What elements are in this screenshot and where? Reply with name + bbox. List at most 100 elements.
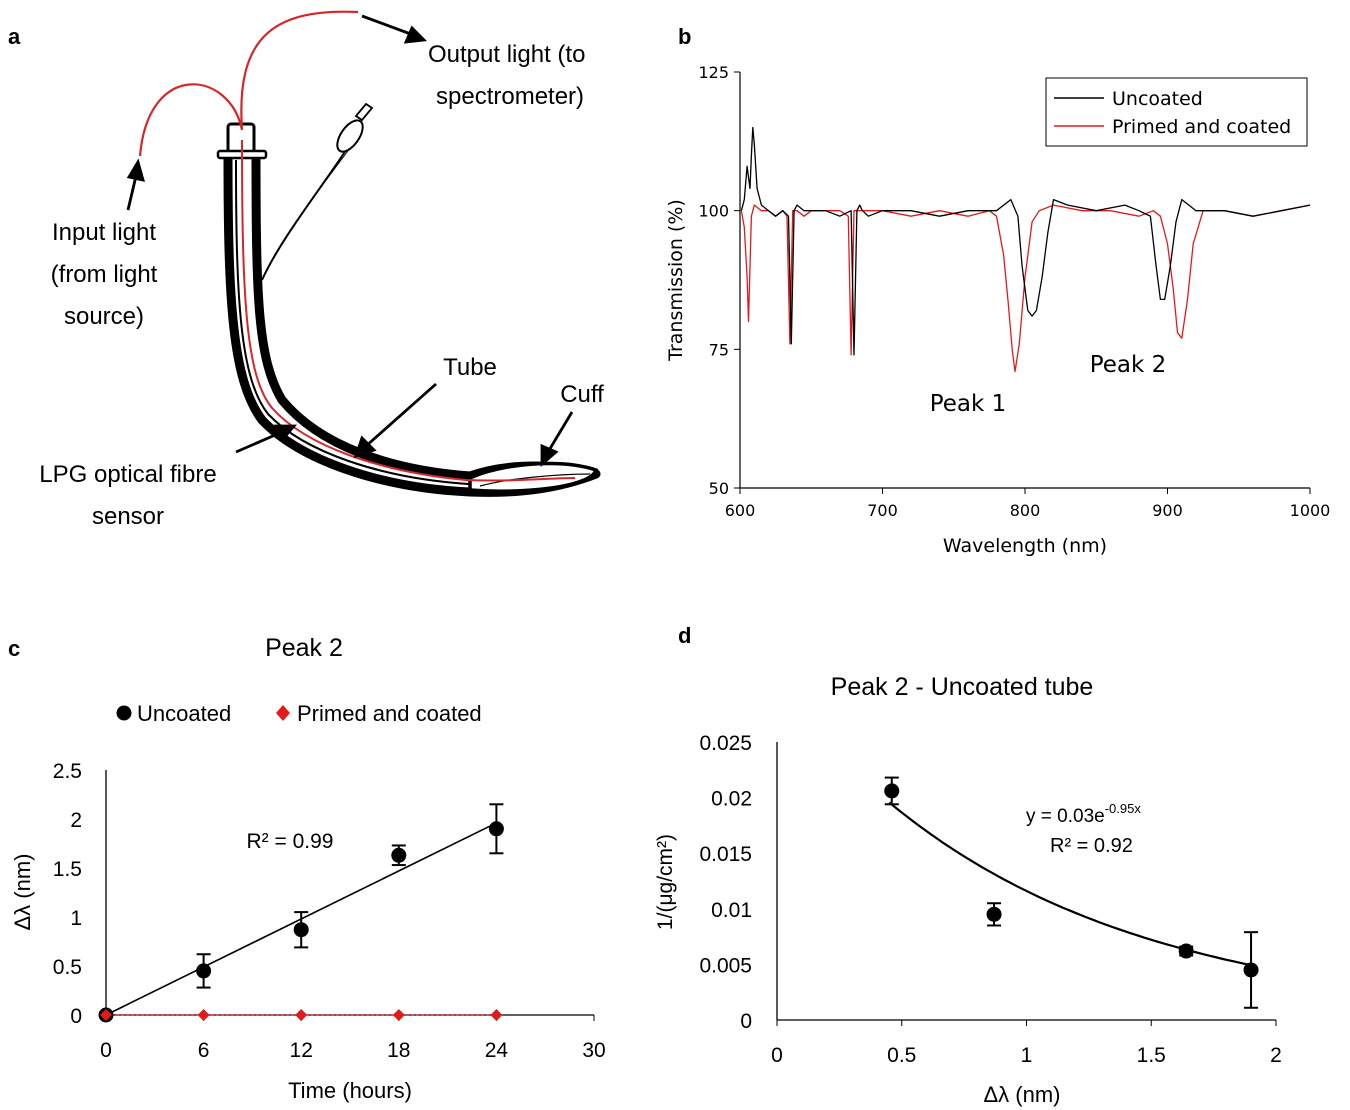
b-legend-label-uncoated: Uncoated xyxy=(1112,88,1203,110)
d-y-tick-label: 0.01 xyxy=(711,899,752,922)
d-y-tick-label: 0.015 xyxy=(699,843,752,866)
d-chart-title: Peak 2 - Uncoated tube xyxy=(831,673,1094,701)
lpg-optical-fibre xyxy=(241,139,576,482)
label-sensor-line2: sensor xyxy=(92,503,164,530)
c-legend-marker-coated xyxy=(276,705,290,721)
b-x-tick-label: 1000 xyxy=(1290,501,1331,520)
d-x-tick-label: 1.5 xyxy=(1137,1044,1166,1067)
panel-d: d Peak 2 - Uncoated tube 0 0.5 1 1.5 2 0 0.005… xyxy=(654,623,1282,1107)
cuff-inner xyxy=(479,473,591,487)
pilot-balloon xyxy=(336,119,364,153)
d-ticks: 0 0.5 1 1.5 2 0 0.005 0.01 0.015 0.02 0.025 xyxy=(699,732,1281,1067)
arrow-sensor-head xyxy=(273,424,298,443)
b-x-tick-label: 600 xyxy=(725,501,756,520)
tube-illustration xyxy=(138,10,601,497)
c-x-tick-label: 12 xyxy=(290,1039,313,1062)
c-point-coated xyxy=(295,1009,308,1021)
annotation-arrows xyxy=(126,14,574,468)
arrow-cuff xyxy=(546,411,574,453)
d-x-tick-label: 0.5 xyxy=(887,1044,916,1067)
c-legend-label-coated: Primed and coated xyxy=(297,701,482,726)
input-fibre-lead xyxy=(138,83,244,157)
c-y-axis-title: Δλ (nm) xyxy=(10,853,35,930)
arrow-sensor xyxy=(235,430,283,454)
pilot-line-2 xyxy=(265,147,351,273)
c-point-coated xyxy=(392,1009,405,1021)
d-series xyxy=(884,776,1259,1009)
c-point-coated xyxy=(100,1009,112,1021)
c-x-tick-label: 6 xyxy=(198,1039,210,1062)
arrow-tube-head xyxy=(353,435,377,459)
b-series-line-uncoated xyxy=(740,126,1311,356)
b-annotation-peak-2: Peak 2 xyxy=(1090,352,1167,378)
d-y-tick-label: 0.005 xyxy=(699,954,752,977)
b-ticks: 600 700 800 900 1000 50 75 100 125 xyxy=(698,63,1330,520)
arrow-output-light-head xyxy=(403,25,428,44)
panel-b: b 600 700 800 900 1000 50 75 100 125 Wavelength … xyxy=(665,24,1330,557)
d-y-tick-label: 0.02 xyxy=(711,788,752,811)
d-x-axis-title: Δλ (nm) xyxy=(983,1082,1060,1107)
c-y-tick-label: 0 xyxy=(70,1005,82,1028)
label-output-light-line1: Output light (to xyxy=(428,41,585,68)
c-y-tick-label: 1 xyxy=(70,907,82,930)
d-x-tick-label: 1 xyxy=(1021,1044,1033,1067)
c-point-coated xyxy=(197,1009,210,1021)
b-series xyxy=(740,126,1311,373)
label-tube: Tube xyxy=(443,354,497,381)
label-cuff: Cuff xyxy=(560,381,604,408)
c-point-uncoated xyxy=(488,821,504,837)
label-output-light-line2: spectrometer) xyxy=(436,83,584,110)
d-x-tick-label: 0 xyxy=(771,1044,783,1067)
c-x-tick-label: 0 xyxy=(100,1039,112,1062)
c-point-coated xyxy=(490,1009,503,1021)
arrow-input-light xyxy=(126,175,138,211)
label-sensor-line1: LPG optical fibre xyxy=(39,461,216,488)
label-input-light-line1: Input light xyxy=(52,219,156,246)
d-y-axis-title: 1/(μg/cm²) xyxy=(654,834,677,930)
tube-inner-outline xyxy=(235,159,591,486)
c-y-tick-label: 2.5 xyxy=(53,760,82,783)
b-annotation-peak-1: Peak 1 xyxy=(930,391,1007,417)
c-legend: Uncoated Primed and coated xyxy=(116,701,482,726)
c-legend-label-uncoated: Uncoated xyxy=(137,701,231,726)
panel-c: c Peak 2 Uncoated Primed and coated 0 6 12… xyxy=(8,634,606,1103)
output-fibre-lead xyxy=(240,10,359,131)
panel-a: a Out xyxy=(8,10,604,530)
c-x-tick-label: 18 xyxy=(387,1039,410,1062)
d-x-tick-label: 2 xyxy=(1270,1044,1282,1067)
arrow-cuff-head xyxy=(540,443,559,468)
d-fit-equation-base: y = 0.03e xyxy=(1026,806,1105,827)
label-input-light-line3: source) xyxy=(64,303,144,330)
b-x-tick-label: 700 xyxy=(867,501,898,520)
b-series-line-primed-coated xyxy=(740,204,1311,373)
c-point-uncoated xyxy=(196,963,212,979)
c-ticks: 0 6 12 18 24 30 0 0.5 1 1.5 2 2.5 xyxy=(53,760,606,1062)
c-y-tick-label: 2 xyxy=(70,809,82,832)
c-x-tick-label: 30 xyxy=(582,1039,605,1062)
d-point xyxy=(1178,943,1194,959)
panel-c-label: c xyxy=(8,636,20,661)
d-y-tick-label: 0 xyxy=(740,1010,752,1033)
c-trendline-label: R² = 0.99 xyxy=(247,830,334,853)
b-x-tick-label: 900 xyxy=(1152,501,1183,520)
d-fit-equation-exponent: -0.95x xyxy=(1105,801,1142,816)
tube-outer-outline xyxy=(223,154,601,497)
arrow-tube xyxy=(365,382,437,448)
panel-b-label: b xyxy=(678,24,691,49)
d-fit-equation: y = 0.03e-0.95x xyxy=(1026,801,1141,827)
b-x-tick-label: 800 xyxy=(1010,501,1041,520)
b-y-axis-title: Transmission (%) xyxy=(665,199,687,362)
b-legend-label-coated: Primed and coated xyxy=(1112,116,1291,138)
pilot-valve xyxy=(354,102,374,122)
b-legend-box xyxy=(1045,77,1308,147)
arrow-input-light-head xyxy=(126,158,145,182)
b-y-tick-label: 50 xyxy=(709,479,729,498)
d-point xyxy=(884,783,900,799)
c-point-uncoated xyxy=(391,847,407,863)
b-legend: Uncoated Primed and coated xyxy=(1045,77,1308,147)
c-y-tick-label: 1.5 xyxy=(53,858,82,881)
c-x-axis-title: Time (hours) xyxy=(288,1078,412,1103)
b-x-axis-title: Wavelength (nm) xyxy=(943,535,1107,557)
c-series xyxy=(98,803,504,1023)
